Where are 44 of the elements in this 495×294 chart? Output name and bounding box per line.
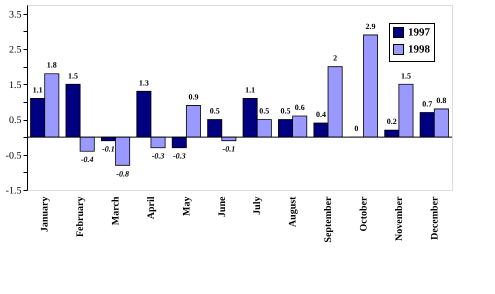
data-label: 1.1 xyxy=(245,85,256,94)
data-label: 0.5 xyxy=(210,106,220,116)
x-tick-label: November xyxy=(394,196,405,241)
data-label: -0.8 xyxy=(116,169,129,178)
data-label: 2.9 xyxy=(366,22,376,31)
data-label: 0.2 xyxy=(386,117,397,126)
data-label: 1.8 xyxy=(46,60,57,70)
x-tick-label: July xyxy=(252,196,264,215)
data-label: 2 xyxy=(333,54,338,63)
x-tick-label: September xyxy=(323,196,334,243)
data-label: 0.4 xyxy=(316,110,326,120)
data-label: 0 xyxy=(354,124,358,134)
x-tick-label: June xyxy=(216,196,228,218)
x-tick-label: February xyxy=(75,196,86,238)
data-label: 0.8 xyxy=(436,96,446,105)
x-tick-label: April xyxy=(146,196,157,220)
y-tick-label: -1.5 xyxy=(6,186,22,196)
data-label: -0.3 xyxy=(152,152,164,161)
y-tick-label: -0.5 xyxy=(6,150,22,162)
data-label: 0.7 xyxy=(422,99,432,108)
data-label: -0.4 xyxy=(80,155,94,164)
y-tick-label: 3.5 xyxy=(9,9,22,20)
x-tick-label: May xyxy=(181,196,192,216)
data-label: 1.3 xyxy=(138,78,149,88)
legend-label: 1997 xyxy=(408,26,430,38)
x-tick-label: December xyxy=(429,196,440,240)
x-tick-label: March xyxy=(110,196,122,226)
data-label: 0.5 xyxy=(259,106,270,116)
legend-label: 1998 xyxy=(408,44,430,56)
data-label: 1.5 xyxy=(68,71,78,80)
data-label: 1.5 xyxy=(400,71,411,80)
data-label: -0.3 xyxy=(172,152,186,161)
data-label: 0.5 xyxy=(280,106,291,116)
y-tick-label: 0.5 xyxy=(9,115,22,126)
data-label: 0.6 xyxy=(294,103,305,112)
y-tick-label: 2.5 xyxy=(9,44,22,56)
x-tick-label: January xyxy=(40,196,51,232)
x-tick-label: October xyxy=(358,196,370,232)
data-label: 1.1 xyxy=(32,85,43,94)
data-label: -0.1 xyxy=(222,144,236,154)
y-tick-label: 1.5 xyxy=(9,80,22,91)
x-tick-label: August xyxy=(288,196,299,228)
data-label: -0.1 xyxy=(102,144,115,154)
data-label: 0.9 xyxy=(188,92,198,102)
